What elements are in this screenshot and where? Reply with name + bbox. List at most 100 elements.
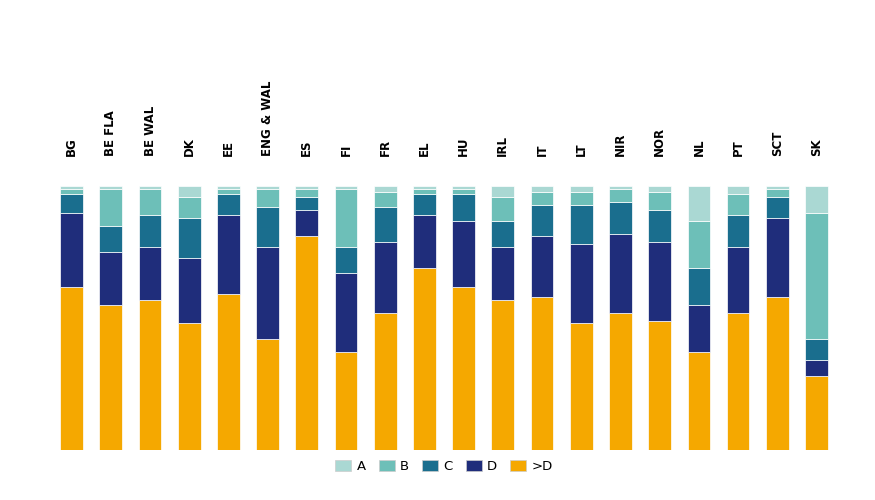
Bar — [413, 216, 436, 268]
Bar — [452, 194, 475, 220]
Bar — [374, 208, 396, 242]
Bar — [100, 252, 122, 305]
Bar — [688, 220, 710, 268]
Bar — [60, 186, 83, 189]
Bar — [805, 340, 828, 360]
Bar — [217, 216, 240, 294]
Bar — [766, 189, 788, 197]
Bar — [334, 352, 357, 450]
Bar — [296, 186, 318, 189]
Bar — [334, 247, 357, 274]
Bar — [374, 192, 396, 208]
Bar — [138, 186, 161, 189]
Bar — [296, 236, 318, 450]
Bar — [727, 194, 750, 216]
Bar — [805, 212, 828, 340]
Bar — [100, 189, 122, 226]
Bar — [609, 313, 632, 450]
Bar — [60, 194, 83, 212]
Bar — [492, 220, 514, 247]
Bar — [256, 340, 279, 450]
Bar — [570, 324, 592, 450]
Bar — [727, 186, 750, 194]
Bar — [766, 297, 788, 450]
Bar — [766, 197, 788, 218]
Bar — [217, 186, 240, 189]
Bar — [413, 186, 436, 189]
Bar — [727, 313, 750, 450]
Bar — [609, 234, 632, 313]
Bar — [766, 186, 788, 189]
Bar — [217, 294, 240, 450]
Bar — [688, 268, 710, 305]
Bar — [60, 286, 83, 450]
Bar — [492, 247, 514, 300]
Bar — [609, 186, 632, 189]
Bar — [766, 218, 788, 297]
Bar — [688, 186, 710, 220]
Bar — [100, 226, 122, 252]
Bar — [374, 186, 396, 192]
Bar — [334, 189, 357, 247]
Bar — [452, 189, 475, 194]
Bar — [178, 324, 200, 450]
Bar — [648, 186, 671, 192]
Bar — [100, 305, 122, 450]
Bar — [570, 205, 592, 244]
Bar — [178, 258, 200, 324]
Bar — [256, 189, 279, 208]
Bar — [531, 236, 554, 297]
Bar — [531, 186, 554, 192]
Bar — [217, 194, 240, 216]
Bar — [805, 376, 828, 450]
Bar — [570, 192, 592, 205]
Bar — [492, 186, 514, 197]
Bar — [256, 208, 279, 247]
Bar — [805, 360, 828, 376]
Bar — [413, 268, 436, 450]
Bar — [296, 210, 318, 236]
Bar — [413, 189, 436, 194]
Bar — [178, 186, 200, 197]
Bar — [296, 189, 318, 197]
Bar — [413, 194, 436, 216]
Bar — [648, 210, 671, 242]
Legend: A, B, C, D, >D: A, B, C, D, >D — [330, 454, 558, 478]
Bar — [296, 197, 318, 210]
Bar — [648, 192, 671, 210]
Bar — [100, 186, 122, 189]
Bar — [256, 186, 279, 189]
Bar — [688, 352, 710, 450]
Bar — [570, 186, 592, 192]
Bar — [648, 242, 671, 321]
Bar — [138, 300, 161, 450]
Bar — [60, 212, 83, 286]
Bar — [648, 321, 671, 450]
Bar — [138, 216, 161, 247]
Bar — [334, 186, 357, 189]
Bar — [805, 186, 828, 212]
Bar — [178, 197, 200, 218]
Bar — [374, 242, 396, 313]
Bar — [492, 197, 514, 220]
Bar — [531, 192, 554, 205]
Bar — [688, 305, 710, 352]
Bar — [138, 247, 161, 300]
Bar — [531, 205, 554, 236]
Bar — [178, 218, 200, 258]
Bar — [334, 274, 357, 352]
Bar — [492, 300, 514, 450]
Bar — [609, 189, 632, 202]
Bar — [217, 189, 240, 194]
Bar — [452, 220, 475, 286]
Bar — [727, 247, 750, 313]
Bar — [452, 286, 475, 450]
Bar — [256, 247, 279, 340]
Bar — [374, 313, 396, 450]
Bar — [452, 186, 475, 189]
Bar — [138, 189, 161, 216]
Bar — [531, 297, 554, 450]
Bar — [60, 189, 83, 194]
Bar — [609, 202, 632, 234]
Bar — [570, 244, 592, 324]
